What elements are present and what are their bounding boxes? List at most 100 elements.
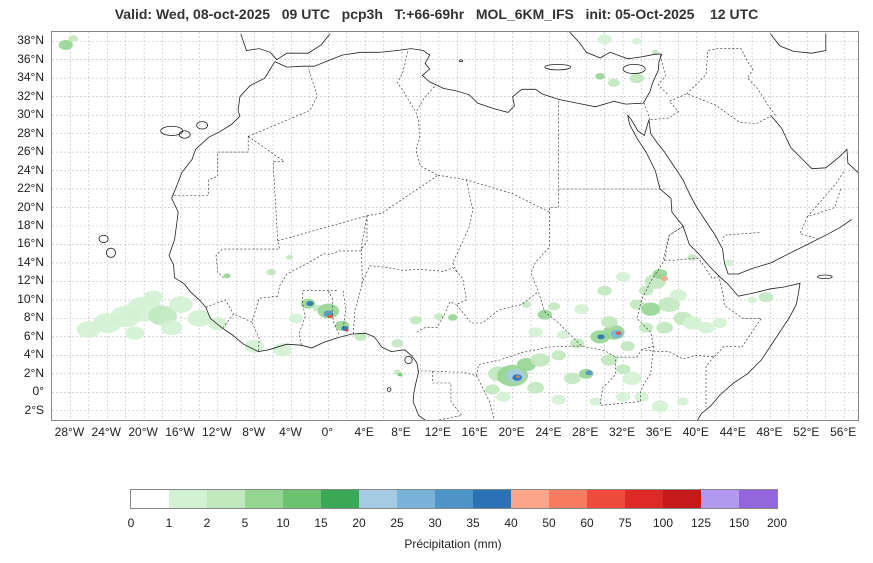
latitude-label: 32°N [17, 88, 44, 103]
precip-cell [641, 302, 661, 316]
precip-cell [496, 391, 511, 402]
colorbar-tick-label: 75 [618, 516, 632, 530]
colorbar-swatch [169, 490, 207, 508]
precip-cell [597, 285, 612, 296]
longitude-label: 20°W [128, 425, 158, 439]
precip-cell [697, 321, 715, 334]
longitude-label: 40°E [682, 425, 709, 439]
country-border [686, 48, 777, 117]
country-border [714, 276, 762, 357]
colorbar-swatch [511, 490, 549, 508]
precip-cell [585, 370, 593, 376]
longitude-label: 36°E [645, 425, 673, 439]
colorbar-swatch [625, 490, 663, 508]
island [178, 130, 191, 139]
precip-cell [622, 371, 642, 386]
country-border [476, 375, 495, 420]
longitude-label: 24°W [91, 425, 122, 439]
precip-cell [530, 353, 550, 367]
island [98, 234, 109, 244]
coastline [274, 48, 663, 113]
colorbar-tick-label: 0 [127, 516, 135, 530]
longitude-label: 16°E [461, 425, 488, 439]
precip-cell [397, 373, 403, 377]
precip-cell [245, 339, 265, 353]
precip-cell [551, 350, 566, 361]
longitude-label: 48°E [756, 425, 783, 439]
precip-cell [434, 313, 444, 320]
latitude-label: 34°N [17, 70, 44, 85]
country-border [432, 371, 463, 420]
island [817, 274, 833, 280]
latitude-label: 28°N [17, 125, 44, 140]
colorbar-tick-label: 15 [314, 516, 328, 530]
precip-cell [391, 339, 404, 348]
precip-cell [651, 49, 659, 55]
country-border [415, 86, 435, 113]
country-border [452, 179, 539, 324]
country-border [215, 136, 286, 278]
precip-cell [557, 330, 570, 340]
longitude-label: 8°E [391, 425, 411, 439]
precip-cell [615, 391, 631, 402]
precip-cell [564, 372, 581, 385]
precip-cell [620, 341, 635, 352]
colorbar-tick-label: 30 [428, 516, 442, 530]
latitude-label: 24°N [17, 162, 44, 177]
colorbar-tick-label: 5 [241, 516, 249, 530]
country-border [352, 249, 363, 335]
precip-cell [286, 254, 294, 260]
country-border [328, 290, 340, 336]
colorbar-swatch [587, 490, 625, 508]
precip-cell [682, 316, 702, 330]
longitude-label: 16°W [165, 425, 195, 439]
precipitation-map [51, 31, 859, 421]
longitude-label: 0° [321, 425, 334, 439]
colorbar-tick-label: 125 [690, 516, 712, 530]
precip-cell [187, 310, 212, 327]
precip-cell [160, 320, 183, 336]
latitude-label: 8°N [23, 310, 44, 325]
precip-cell [68, 35, 78, 42]
precip-cell [288, 313, 304, 324]
precip-cell [712, 318, 728, 328]
colorbar-tick-label: 200 [766, 516, 788, 530]
precip-cell [669, 289, 687, 302]
colorbar-swatch [283, 490, 321, 508]
longitude-label: 24°E [535, 425, 562, 439]
colorbar-tick-label: 150 [728, 516, 750, 530]
colorbar-swatch [397, 490, 435, 508]
latitude-label: 36°N [17, 51, 44, 66]
longitude-label: 28°W [54, 425, 85, 439]
colorbar-tick-label: 25 [390, 516, 404, 530]
colorbar-swatch [245, 490, 283, 508]
longitude-label: 12°E [424, 425, 451, 439]
precip-cell [272, 343, 292, 357]
precip-cell [634, 391, 649, 402]
latitude-label: 0° [32, 384, 44, 399]
precip-cell [597, 34, 612, 45]
precip-cell [629, 73, 645, 84]
map-title: Valid: Wed, 08-oct-2025 09 UTC pcp3h T:+… [114, 6, 759, 22]
precip-cell [327, 314, 333, 319]
precip-cell [660, 276, 669, 282]
coastline [770, 33, 827, 54]
latitude-label: 2°N [23, 365, 44, 380]
latitude-label: 16°N [17, 236, 44, 251]
precip-cell [266, 268, 277, 276]
longitude-label: 32°E [609, 425, 636, 439]
longitude-label: 28°E [572, 425, 599, 439]
country-border [807, 170, 845, 217]
colorbar-tick-label: 10 [276, 516, 290, 530]
longitude-label: 4°E [354, 425, 374, 439]
precip-cell [485, 384, 500, 395]
precip-cell [616, 331, 621, 335]
precip-cell [574, 304, 589, 315]
precip-cell [569, 338, 585, 349]
precip-cell [344, 329, 349, 332]
precip-cell [656, 321, 673, 334]
precip-cell [600, 316, 618, 328]
map-canvas [52, 32, 858, 420]
latitude-label: 18°N [17, 218, 44, 232]
precip-cell [589, 397, 602, 406]
